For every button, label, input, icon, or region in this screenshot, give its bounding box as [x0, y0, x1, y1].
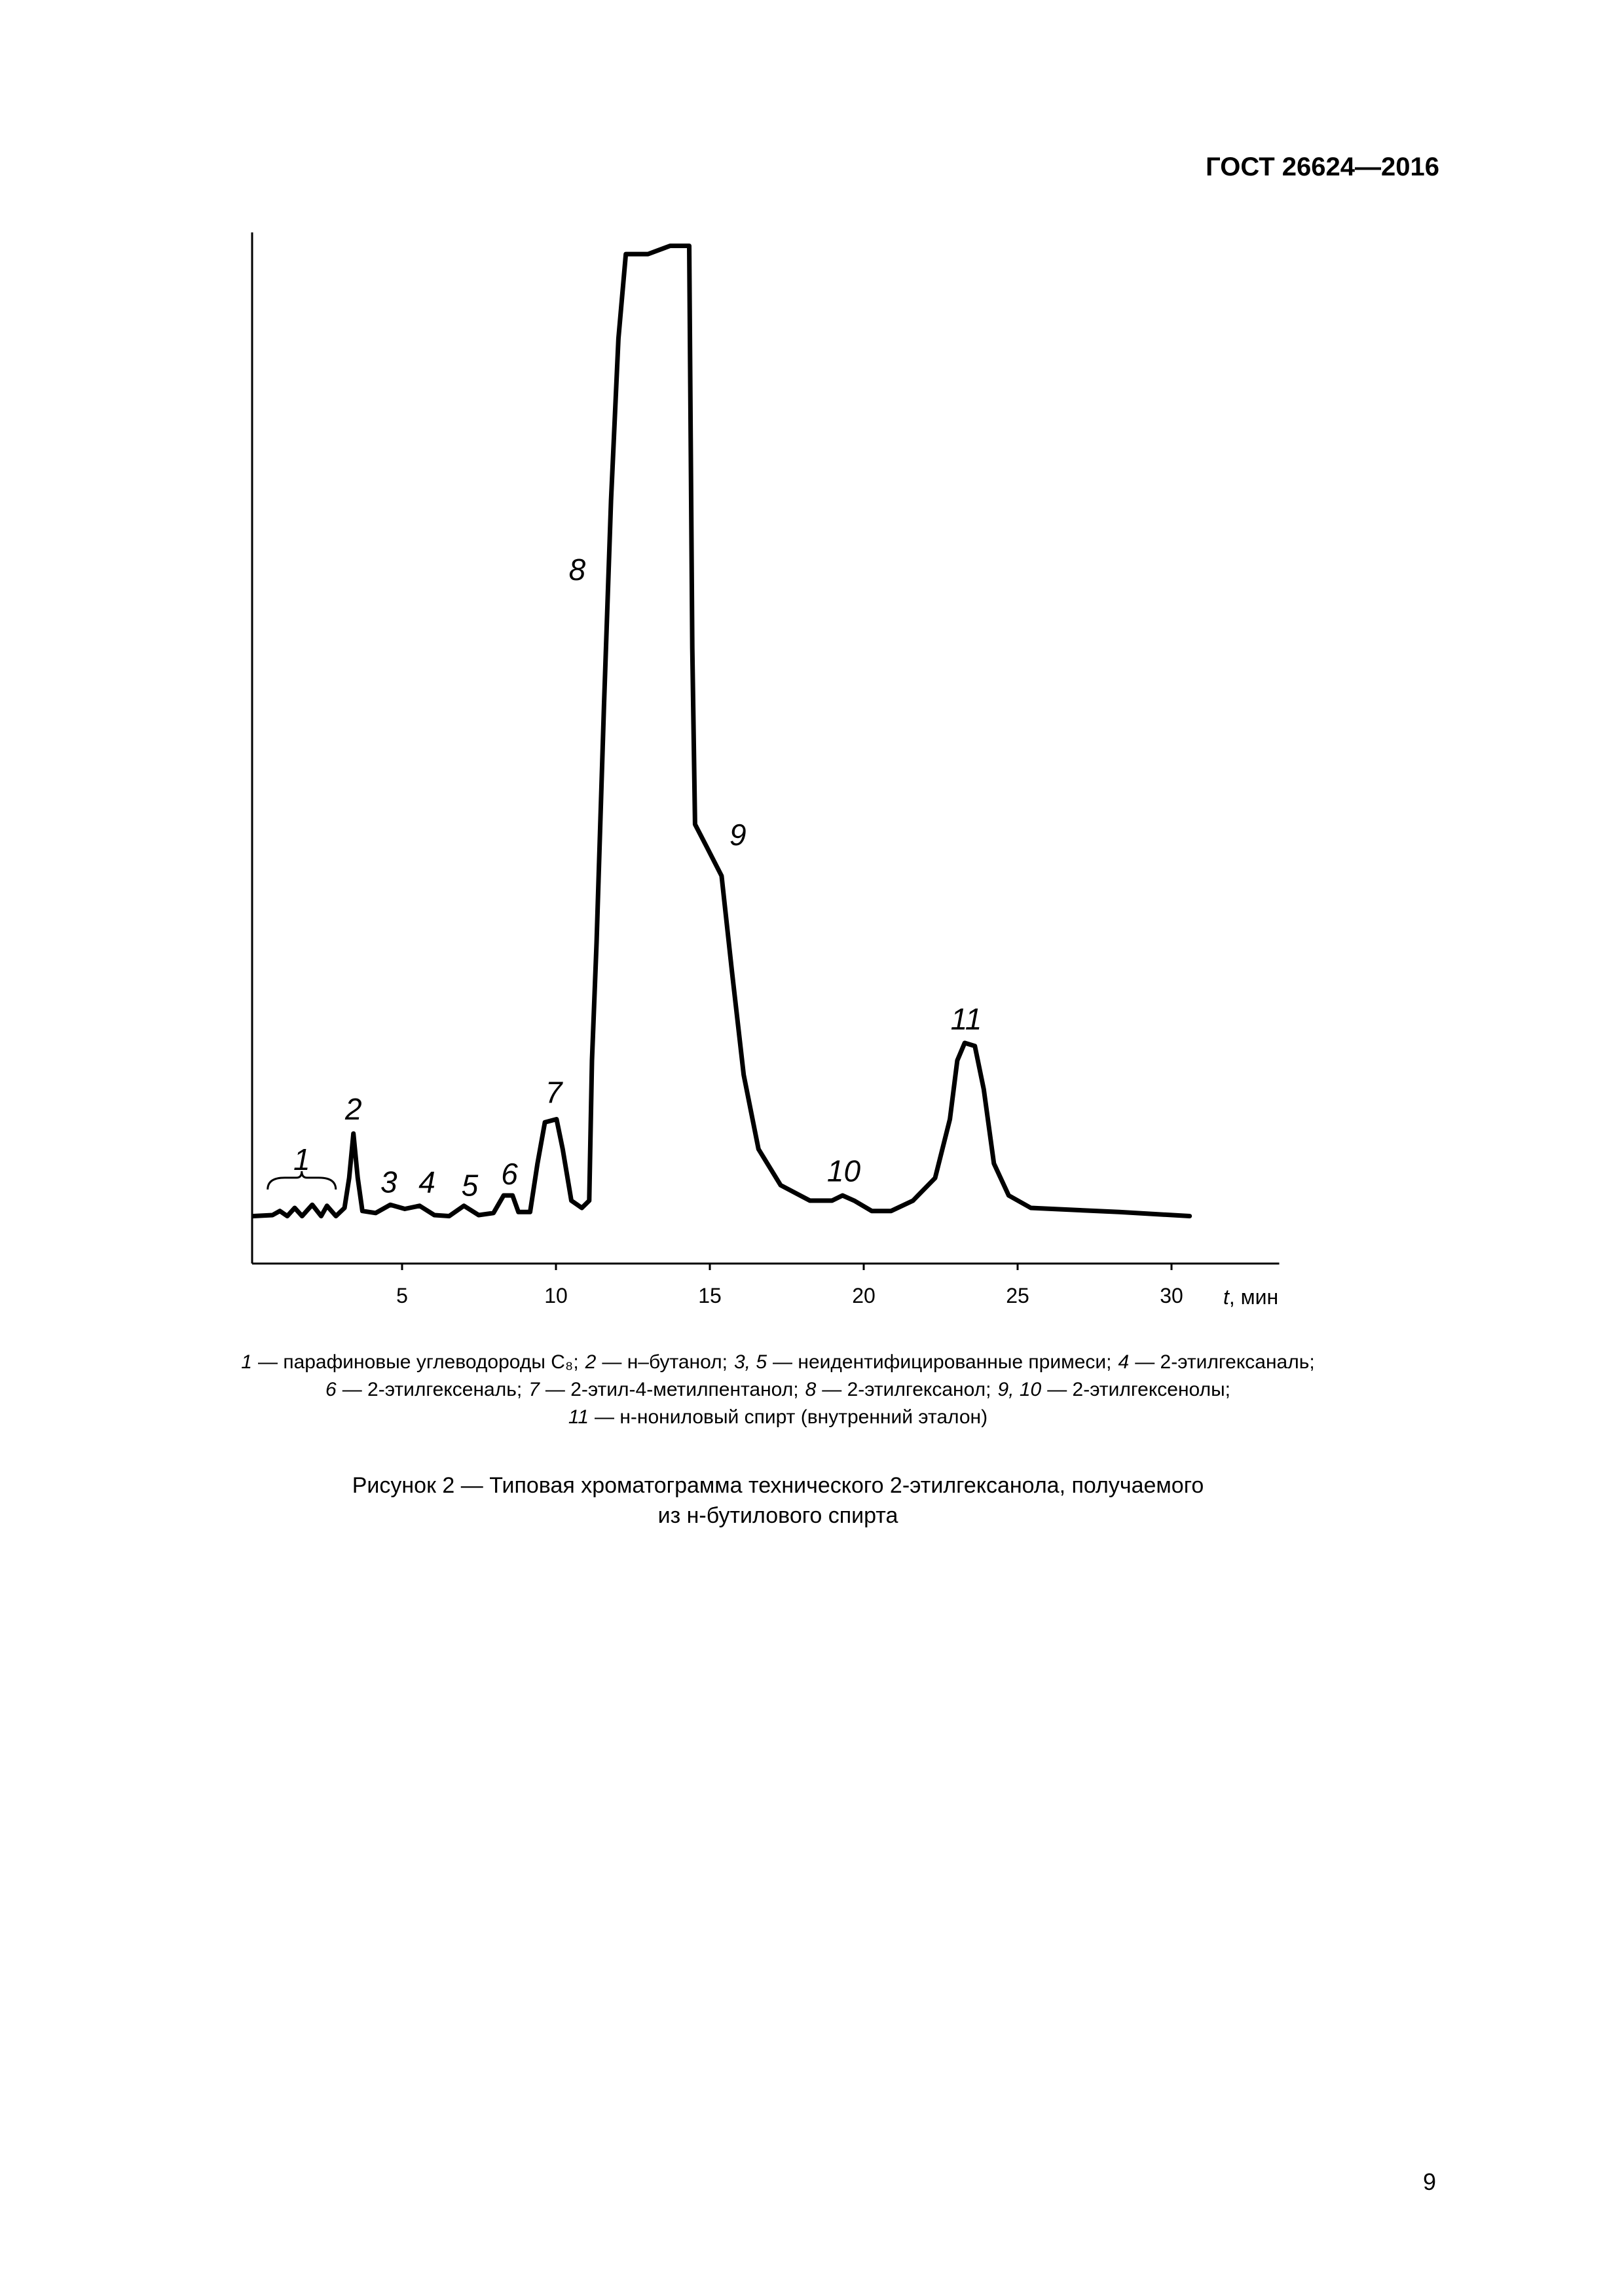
legend-key: 6 — [325, 1379, 337, 1400]
peak-label: 6 — [501, 1157, 518, 1191]
brace — [267, 1171, 337, 1190]
peak-label: 11 — [951, 1002, 982, 1036]
chromatogram-line — [251, 244, 1192, 1218]
legend-text: — н-нониловый спирт (внутренний эталон) — [595, 1406, 987, 1428]
x-axis-label-var: t — [1223, 1285, 1230, 1309]
peak-label: 5 — [462, 1168, 479, 1202]
legend-text: — 2-этилгексанол; — [822, 1379, 991, 1400]
legend-key: 2 — [585, 1351, 597, 1373]
legend-text: — неидентифицированные примеси; — [773, 1351, 1111, 1373]
legend-key: 1 — [241, 1351, 252, 1373]
legend-key: 8 — [805, 1379, 817, 1400]
x-tick-label: 30 — [1160, 1284, 1183, 1307]
figure-caption: Рисунок 2 — Типовая хроматограмма технич… — [352, 1473, 1204, 1498]
page-number: 9 — [1423, 2168, 1436, 2195]
x-axis-label: t, мин — [1223, 1285, 1278, 1309]
legend-text: — 2-этилгексеналь; — [342, 1379, 523, 1400]
peak-label: 1 — [293, 1142, 310, 1176]
x-axis-label-unit: , мин — [1229, 1285, 1278, 1309]
legend-key: 4 — [1118, 1351, 1130, 1373]
legend-text: — 2-этилгексаналь; — [1135, 1351, 1315, 1373]
legend-key: 7 — [528, 1379, 540, 1400]
peak-label: 2 — [344, 1092, 362, 1126]
legend-key: 9, 10 — [997, 1379, 1041, 1400]
peak-label: 3 — [380, 1165, 397, 1199]
peak-label: 8 — [569, 553, 586, 587]
x-tick-label: 10 — [544, 1284, 568, 1307]
legend-line: 1 — парафиновые углеводороды C₈; 2— н–бута… — [241, 1351, 1314, 1373]
legend-key: 11 — [568, 1406, 589, 1428]
x-tick-label: 20 — [852, 1284, 876, 1307]
x-tick-label: 15 — [698, 1284, 722, 1307]
legend-text: — 2-этилгексенолы; — [1047, 1379, 1230, 1400]
peak-label: 4 — [418, 1165, 435, 1199]
legend-text: — н–бутанол; — [602, 1351, 728, 1373]
legend-text: — 2-этил-4-метилпентанол; — [545, 1379, 799, 1400]
x-tick-label: 5 — [396, 1284, 408, 1307]
peak-label: 9 — [729, 818, 747, 852]
legend-key: 3, 5 — [734, 1351, 767, 1373]
peak-label: 10 — [827, 1154, 861, 1188]
legend-line: 6— 2-этилгексеналь; 7— 2-этил-4-метилпент… — [325, 1379, 1230, 1400]
peak-label: 7 — [545, 1076, 563, 1110]
legend-line: 11 — н-нониловый спирт (внутренний эталон… — [568, 1406, 987, 1428]
legend-text: — парафиновые углеводороды C₈; — [258, 1351, 579, 1373]
header-title: ГОСТ 26624—2016 — [1206, 153, 1439, 181]
figure-caption: из н-бутилового спирта — [658, 1503, 898, 1528]
x-tick-label: 25 — [1006, 1284, 1029, 1307]
